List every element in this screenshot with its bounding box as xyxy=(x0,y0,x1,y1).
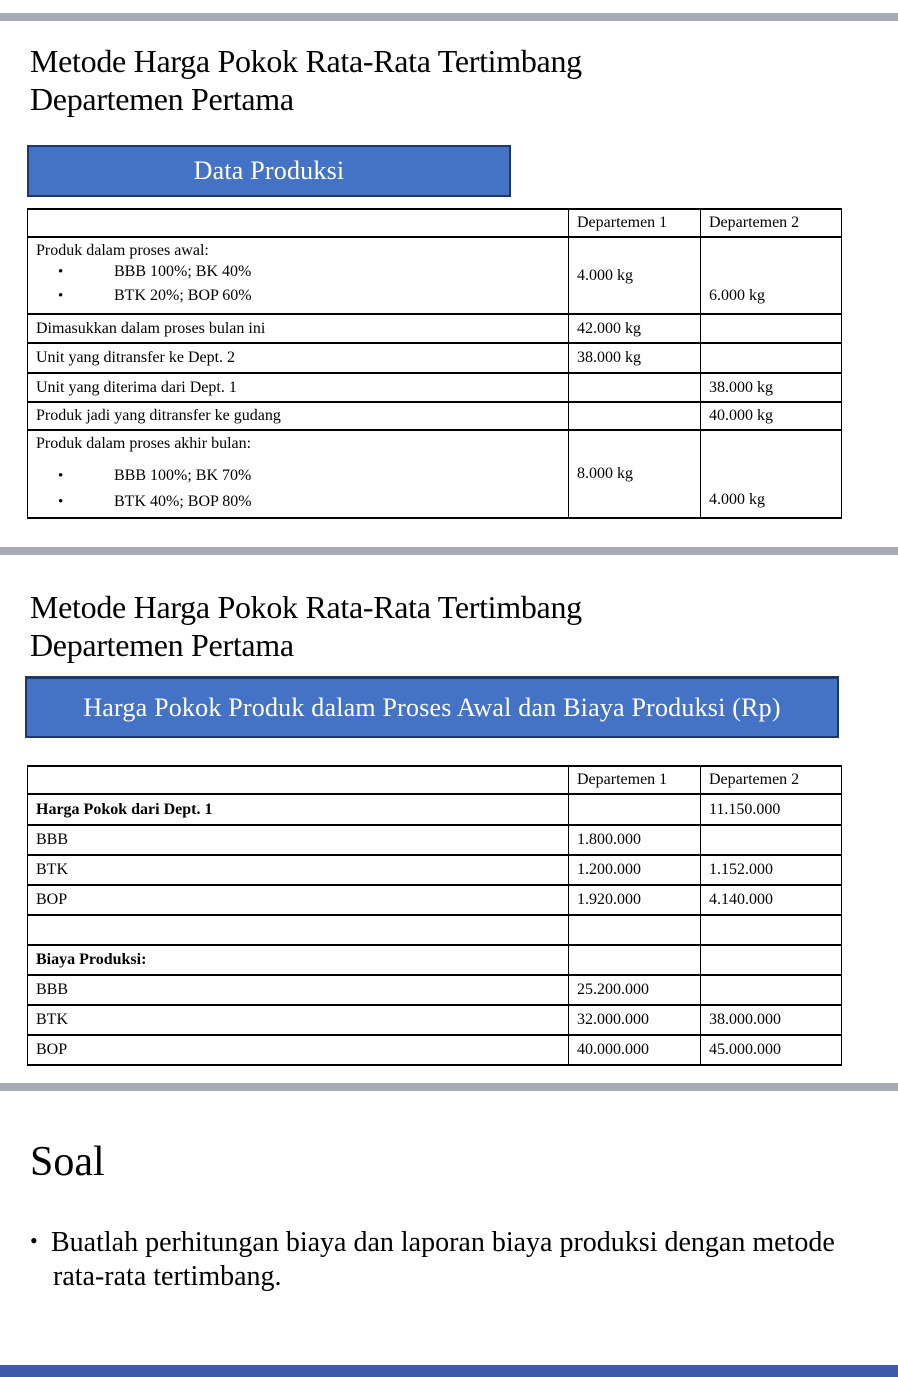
row-bullet-list: BBB 100%; BK 40% BTK 20%; BOP 60% xyxy=(36,260,560,308)
dept2-value-cell: 45.000.000 xyxy=(700,1034,842,1066)
table-row: Harga Pokok dari Dept. 1 11.150.000 xyxy=(27,793,842,826)
table-harga-pokok: Departemen 1 Departemen 2 Harga Pokok da… xyxy=(27,765,842,1066)
table-row: BTK 32.000.000 38.000.000 xyxy=(27,1004,842,1036)
bottom-accent-bar xyxy=(0,1365,898,1377)
dept2-value-cell xyxy=(700,914,842,946)
table-row: Biaya Produksi: xyxy=(27,944,842,976)
dept1-value-cell: 1.920.000 xyxy=(568,884,701,916)
empty-header-cell xyxy=(27,208,569,238)
dept1-value-cell xyxy=(568,944,701,976)
row-bullet: BBB 100%; BK 40% xyxy=(36,260,560,284)
banner-data-produksi-label: Data Produksi xyxy=(193,156,345,185)
dept2-value-cell: 4.000 kg xyxy=(700,429,842,519)
table-header-row: Departemen 1 Departemen 2 xyxy=(27,208,842,238)
table-row: BOP 1.920.000 4.140.000 xyxy=(27,884,842,916)
dept2-value-cell xyxy=(700,342,842,374)
table-row: BBB 1.800.000 xyxy=(27,824,842,856)
separator-bar-top xyxy=(0,13,898,21)
slide2-title-line1: Metode Harga Pokok Rata-Rata Tertimbang xyxy=(30,589,582,625)
dept1-column-header: Departemen 1 xyxy=(568,765,701,795)
separator-bar-1 xyxy=(0,547,898,555)
dept2-value-cell: 40.000 kg xyxy=(700,401,842,431)
dept2-column-header: Departemen 2 xyxy=(700,208,842,238)
dept2-value-cell: 38.000.000 xyxy=(700,1004,842,1036)
dept2-value-cell xyxy=(700,944,842,976)
table-row: Produk dalam proses awal: BBB 100%; BK 4… xyxy=(27,236,842,315)
dept1-value-cell xyxy=(568,372,701,403)
dept1-value-cell: 38.000 kg xyxy=(568,342,701,374)
dept1-value-cell: 1.200.000 xyxy=(568,854,701,886)
row-label-cell: Dimasukkan dalam proses bulan ini xyxy=(27,313,569,344)
slide1-title: Metode Harga Pokok Rata-Rata Tertimbang D… xyxy=(30,42,582,118)
dept2-value-cell xyxy=(700,824,842,856)
row-label-cell: Produk jadi yang ditransfer ke gudang xyxy=(27,401,569,431)
dept1-value-cell: 25.200.000 xyxy=(568,974,701,1006)
separator-bar-2 xyxy=(0,1083,898,1091)
row-label-cell: Produk dalam proses awal: BBB 100%; BK 4… xyxy=(27,236,569,315)
table-header-row: Departemen 1 Departemen 2 xyxy=(27,765,842,795)
row-label-cell: Biaya Produksi: xyxy=(27,944,569,976)
row-bullet: BTK 40%; BOP 80% xyxy=(36,489,560,515)
table-row: Dimasukkan dalam proses bulan ini 42.000… xyxy=(27,313,842,344)
dept2-value-cell xyxy=(700,974,842,1006)
row-label-cell: BTK xyxy=(27,854,569,886)
slide2-title: Metode Harga Pokok Rata-Rata Tertimbang D… xyxy=(30,588,582,664)
row-label-cell: Produk dalam proses akhir bulan: BBB 100… xyxy=(27,429,569,519)
row-label-cell: BBB xyxy=(27,824,569,856)
row-label-cell: BTK xyxy=(27,1004,569,1036)
dept2-value-cell: 4.140.000 xyxy=(700,884,842,916)
table-data-produksi: Departemen 1 Departemen 2 Produk dalam p… xyxy=(27,208,842,519)
dept2-value-cell: 11.150.000 xyxy=(700,793,842,826)
row-label: Produk dalam proses awal: xyxy=(36,242,209,259)
row-label-cell xyxy=(27,914,569,946)
dept1-value-cell xyxy=(568,793,701,826)
dept2-column-header: Departemen 2 xyxy=(700,765,842,795)
row-label-cell: Unit yang ditransfer ke Dept. 2 xyxy=(27,342,569,374)
dept1-column-header: Departemen 1 xyxy=(568,208,701,238)
row-label: Produk dalam proses akhir bulan: xyxy=(36,435,252,452)
table-row: Produk jadi yang ditransfer ke gudang 40… xyxy=(27,401,842,431)
banner-harga-pokok: Harga Pokok Produk dalam Proses Awal dan… xyxy=(25,676,839,738)
dept1-value-cell: 32.000.000 xyxy=(568,1004,701,1036)
soal-bullet-line1: Buatlah perhitungan biaya dan laporan bi… xyxy=(30,1224,870,1260)
soal-bullet-item: Buatlah perhitungan biaya dan laporan bi… xyxy=(30,1224,870,1294)
row-label-cell: Unit yang diterima dari Dept. 1 xyxy=(27,372,569,403)
dept2-value-cell: 6.000 kg xyxy=(700,236,842,315)
dept1-value-cell: 40.000.000 xyxy=(568,1034,701,1066)
slide1-title-line2: Departemen Pertama xyxy=(30,81,294,117)
row-label-cell: Harga Pokok dari Dept. 1 xyxy=(27,793,569,826)
row-bullet: BBB 100%; BK 70% xyxy=(36,463,560,489)
dept2-value-cell: 1.152.000 xyxy=(700,854,842,886)
banner-harga-pokok-label: Harga Pokok Produk dalam Proses Awal dan… xyxy=(83,692,781,722)
slide1-title-line1: Metode Harga Pokok Rata-Rata Tertimbang xyxy=(30,43,582,79)
dept1-value-cell: 4.000 kg xyxy=(568,236,701,315)
table-row: BOP 40.000.000 45.000.000 xyxy=(27,1034,842,1066)
table-row: Unit yang ditransfer ke Dept. 2 38.000 k… xyxy=(27,342,842,374)
soal-bullet-line2: rata-rata tertimbang. xyxy=(53,1261,282,1292)
row-label-cell: BOP xyxy=(27,1034,569,1066)
table-row: BBB 25.200.000 xyxy=(27,974,842,1006)
row-label-cell: BBB xyxy=(27,974,569,1006)
row-bullet-list: BBB 100%; BK 70% BTK 40%; BOP 80% xyxy=(36,463,560,515)
table-row xyxy=(27,914,842,946)
row-bullet: BTK 20%; BOP 60% xyxy=(36,284,560,308)
row-label-cell: BOP xyxy=(27,884,569,916)
table-row: BTK 1.200.000 1.152.000 xyxy=(27,854,842,886)
slide2-title-line2: Departemen Pertama xyxy=(30,627,294,663)
empty-header-cell xyxy=(27,765,569,795)
banner-data-produksi: Data Produksi xyxy=(27,145,511,197)
table-row: Produk dalam proses akhir bulan: BBB 100… xyxy=(27,429,842,519)
slide3-title: Soal xyxy=(30,1139,105,1185)
dept1-value-cell xyxy=(568,401,701,431)
dept2-value-cell xyxy=(700,313,842,344)
dept1-value-cell: 42.000 kg xyxy=(568,313,701,344)
dept1-value-cell: 1.800.000 xyxy=(568,824,701,856)
dept1-value-cell: 8.000 kg xyxy=(568,429,701,519)
dept1-value-cell xyxy=(568,914,701,946)
table-row: Unit yang diterima dari Dept. 1 38.000 k… xyxy=(27,372,842,403)
dept2-value-cell: 38.000 kg xyxy=(700,372,842,403)
